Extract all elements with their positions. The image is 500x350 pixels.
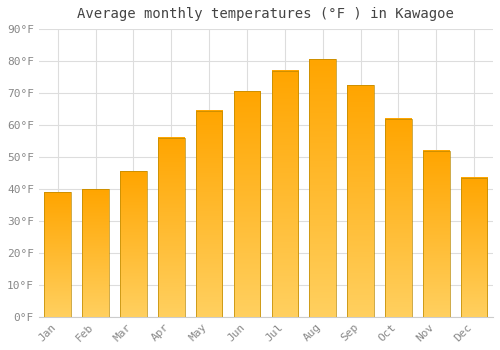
Bar [272, 71, 298, 317]
Bar [120, 172, 146, 317]
Bar [385, 119, 411, 317]
Bar [423, 150, 450, 317]
Title: Average monthly temperatures (°F ) in Kawagoe: Average monthly temperatures (°F ) in Ka… [78, 7, 454, 21]
Bar [82, 189, 109, 317]
Bar [348, 85, 374, 317]
Bar [310, 60, 336, 317]
Bar [196, 111, 222, 317]
Bar [158, 138, 184, 317]
Bar [461, 178, 487, 317]
Bar [234, 91, 260, 317]
Bar [44, 192, 71, 317]
